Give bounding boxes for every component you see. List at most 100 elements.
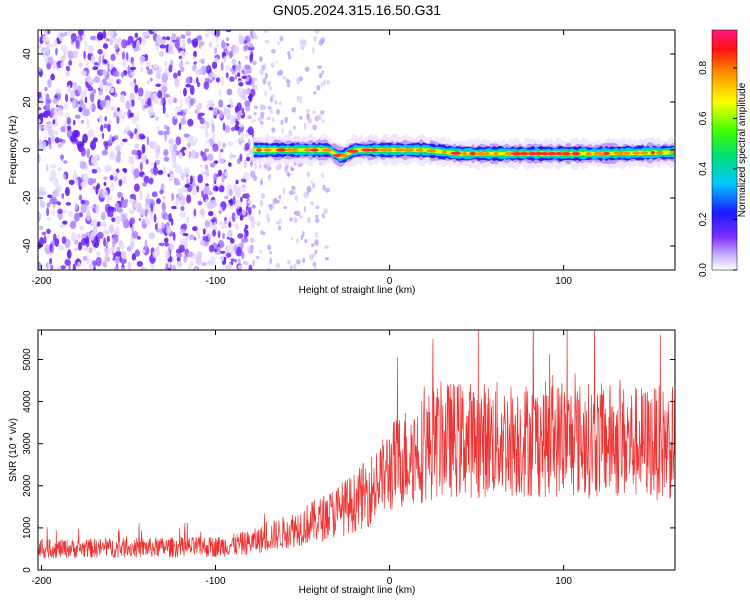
spectrogram-noise-blob — [129, 81, 135, 88]
spectrogram-noise-blob — [38, 261, 42, 270]
spectrogram-noise-blob — [183, 133, 190, 138]
spectrogram-noise-blob — [288, 190, 294, 196]
spectrogram-noise-blob — [148, 177, 154, 185]
spectrogram-noise-blob — [46, 217, 52, 221]
spectrogram-noise-blob — [301, 257, 306, 263]
spectrogram-noise-blob — [114, 145, 122, 152]
spectrogram-band-hotspot — [275, 148, 287, 152]
spectrogram-noise-blob — [115, 225, 120, 236]
spectrogram-noise-blob — [187, 118, 194, 127]
spectrogram-noise-blob — [99, 100, 106, 108]
spectrogram-noise-blob — [78, 176, 81, 187]
spectrogram-noise-blob — [258, 209, 261, 216]
spectrogram-noise-blob — [188, 104, 192, 110]
spectrogram-noise-blob — [136, 112, 140, 122]
spectrogram-noise-blob — [226, 187, 229, 198]
spectrogram-noise-blob — [106, 235, 110, 243]
spectrogram-noise-blob — [109, 37, 114, 46]
spectrogram-noise-blob — [291, 185, 296, 191]
spectrogram-noise-blob — [293, 216, 298, 224]
spectrogram-noise-blob — [80, 90, 84, 100]
spectrogram-noise-blob — [227, 141, 234, 146]
spectrogram-noise-blob — [179, 170, 183, 176]
spectrogram-noise-blob — [234, 258, 237, 263]
spectrogram-noise-blob — [182, 113, 186, 119]
spectrogram-noise-blob — [193, 236, 197, 241]
spectrogram-band-hotspot — [369, 148, 379, 152]
spectrogram-noise-blob — [219, 255, 225, 262]
spectrogram-noise-blob — [323, 208, 328, 214]
spectrogram-noise-blob — [149, 112, 155, 116]
spectrogram-noise-blob — [222, 142, 226, 148]
spectrogram-noise-blob — [146, 80, 150, 85]
spectrogram-noise-blob — [38, 43, 42, 49]
spectrogram-band-hotspot — [426, 149, 437, 153]
spectrogram-noise-blob — [165, 36, 171, 41]
spectrogram-noise-blob — [95, 203, 100, 214]
spectrogram-noise-blob — [259, 179, 264, 186]
spectrogram-noise-blob — [50, 134, 55, 143]
spectrogram-noise-blob — [314, 239, 319, 246]
spectrogram-noise-blob — [267, 267, 271, 270]
spectrogram-noise-blob — [226, 88, 233, 96]
spectrogram-noise-blob — [320, 172, 325, 178]
spectrogram-noise-blob — [195, 104, 202, 108]
spectrogram-noise-blob — [314, 249, 318, 254]
spectrogram-noise-blob — [137, 235, 141, 240]
spectrogram-noise-blob — [223, 56, 227, 63]
spectrogram-noise-blob — [284, 168, 289, 174]
spectrogram-noise-blob — [222, 205, 225, 212]
spectrogram-noise-blob — [70, 232, 77, 242]
spectrogram-noise-blob — [237, 87, 243, 97]
spectrogram-noise-blob — [159, 189, 164, 195]
spectrogram-noise-blob — [324, 256, 329, 261]
spectrogram-noise-blob — [244, 64, 251, 70]
spectrogram-noise-blob — [101, 132, 105, 140]
spectrogram-noise-blob — [287, 54, 292, 60]
spectrogram-band-hotspot — [346, 149, 359, 153]
spectrogram-noise-blob — [183, 166, 190, 176]
spectrogram-noise-blob — [180, 34, 186, 39]
spectrogram-noise-blob — [54, 187, 60, 198]
spectrogram-noise-blob — [225, 30, 232, 33]
spectrogram-noise-blob — [70, 32, 77, 42]
spectrogram-noise-blob — [78, 194, 83, 201]
spectrogram-noise-blob — [253, 77, 258, 82]
spectrogram-noise-blob — [65, 65, 71, 72]
spectrogram-noise-blob — [205, 132, 210, 138]
spectrogram-noise-blob — [199, 66, 203, 76]
spectrogram-noise-blob — [108, 64, 113, 71]
spectrogram-noise-blob — [103, 123, 108, 129]
spectrogram-noise-blob — [110, 106, 115, 111]
spectrogram-noise-blob — [149, 77, 153, 82]
spectrogram-noise-blob — [180, 66, 185, 73]
spectrogram-ytick-label: -20 — [22, 190, 33, 205]
spectrogram-noise-blob — [228, 230, 233, 238]
spectrogram-noise-blob — [78, 30, 84, 37]
spectrogram-noise-blob — [111, 217, 117, 223]
spectrogram-noise-blob — [136, 130, 140, 141]
spectrogram-noise-blob — [244, 133, 250, 138]
spectrogram-noise-blob — [242, 237, 249, 243]
spectrogram-noise-blob — [112, 37, 119, 44]
spectrogram-noise-blob — [102, 68, 108, 77]
spectrogram-noise-blob — [264, 72, 268, 80]
spectrogram-noise-blob — [47, 194, 53, 198]
spectrogram-noise-blob — [164, 61, 167, 67]
spectrogram-noise-blob — [205, 198, 209, 206]
spectrogram-noise-blob — [262, 77, 267, 85]
spectrogram-noise-blob — [92, 185, 96, 190]
spectrogram-noise-blob — [89, 231, 95, 241]
spectrogram-noise-blob — [161, 223, 166, 229]
spectrogram-noise-blob — [49, 257, 53, 265]
spectrogram-noise-blob — [163, 81, 168, 86]
spectrogram-noise-blob — [82, 110, 89, 116]
spectrogram-noise-blob — [213, 160, 219, 164]
spectrogram-noise-blob — [86, 248, 90, 253]
spectrogram-noise-blob — [295, 238, 299, 244]
spectrogram-noise-blob — [116, 116, 120, 124]
spectrogram-noise-blob — [160, 183, 165, 191]
spectrogram-noise-blob — [38, 118, 41, 124]
spectrogram-band-hotspot — [504, 152, 514, 156]
spectrogram-noise-blob — [163, 87, 166, 97]
